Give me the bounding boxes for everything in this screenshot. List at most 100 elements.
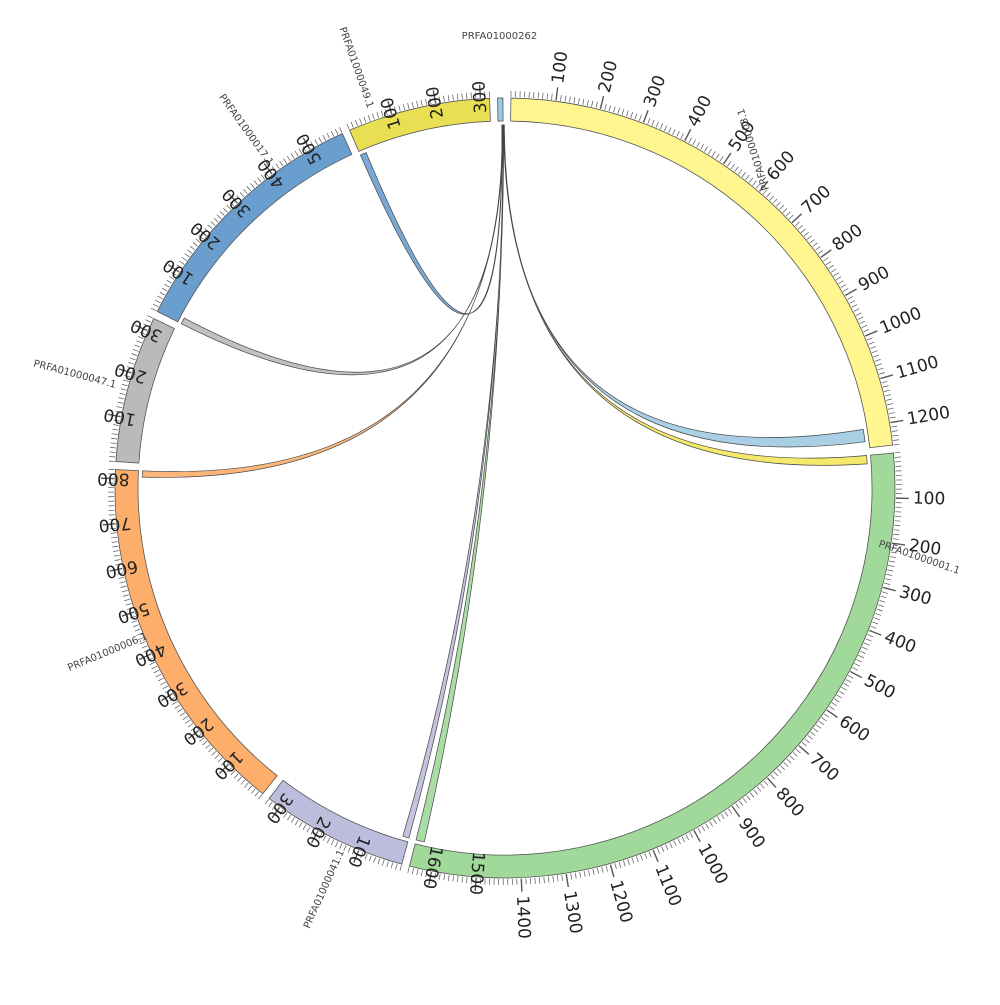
minor-tick — [673, 129, 676, 134]
minor-tick — [448, 875, 449, 881]
minor-tick — [761, 784, 765, 789]
minor-tick — [548, 877, 549, 883]
minor-tick — [130, 358, 136, 360]
sequence-label-PRFA01000262: PRFA01000262 — [462, 31, 538, 42]
tick-label: 700 — [798, 182, 835, 219]
minor-tick — [891, 426, 897, 427]
minor-tick — [813, 243, 818, 247]
minor-tick — [374, 857, 376, 863]
minor-tick — [713, 819, 716, 824]
minor-tick — [844, 683, 849, 686]
tick-label: 800 — [97, 468, 130, 489]
minor-tick — [131, 354, 137, 356]
major-tick — [694, 830, 700, 841]
minor-tick — [368, 115, 370, 121]
minor-tick — [810, 239, 815, 243]
minor-tick — [867, 635, 873, 637]
minor-tick — [124, 599, 130, 601]
minor-tick — [400, 865, 402, 871]
minor-tick — [808, 735, 813, 739]
minor-tick — [677, 131, 680, 136]
minor-tick — [593, 869, 594, 875]
minor-tick — [875, 613, 881, 615]
minor-tick — [702, 826, 705, 831]
minor-tick — [888, 408, 894, 409]
minor-tick — [783, 209, 787, 213]
link-PRFA01000262-PRFA01000003.1 — [504, 125, 865, 447]
minor-tick — [119, 393, 125, 394]
minor-tick — [784, 762, 788, 766]
minor-tick — [754, 790, 758, 795]
minor-tick — [183, 716, 188, 720]
minor-tick — [856, 313, 861, 316]
minor-tick — [417, 869, 418, 875]
minor-tick — [613, 107, 615, 113]
minor-tick — [661, 846, 663, 851]
minor-tick — [177, 709, 182, 712]
minor-tick — [120, 582, 126, 583]
minor-tick — [153, 304, 158, 307]
minor-tick — [147, 316, 152, 319]
minor-tick — [378, 858, 380, 864]
minor-tick — [796, 749, 800, 753]
sequence-label-PRFA01000041.1: PRFA01000041.1 — [302, 848, 347, 930]
minor-tick — [841, 285, 846, 288]
minor-tick — [344, 845, 346, 850]
minor-tick — [736, 804, 740, 809]
minor-tick — [462, 93, 463, 99]
minor-tick — [639, 115, 641, 121]
minor-tick — [716, 154, 719, 159]
minor-tick — [837, 695, 842, 698]
tick-label: 1100 — [650, 862, 685, 910]
minor-tick — [725, 811, 728, 816]
minor-tick — [710, 821, 713, 826]
major-tick — [880, 375, 892, 379]
minor-tick — [335, 129, 338, 134]
segment-PRFA01000017.1 — [157, 134, 352, 322]
minor-tick — [295, 820, 298, 825]
minor-tick — [457, 94, 458, 100]
minor-tick — [538, 92, 539, 98]
minor-tick — [664, 125, 666, 130]
minor-tick — [396, 864, 398, 870]
minor-tick — [135, 345, 141, 347]
minor-tick — [887, 404, 893, 405]
tick-label: 1000 — [877, 303, 925, 338]
minor-tick — [666, 844, 668, 849]
minor-tick — [727, 161, 730, 166]
minor-tick — [811, 732, 816, 736]
tick-label: 1300 — [559, 889, 586, 935]
minor-tick — [544, 877, 545, 883]
minor-tick — [351, 122, 353, 128]
minor-tick — [258, 178, 262, 183]
minor-tick — [795, 222, 799, 226]
minor-tick — [117, 402, 123, 403]
major-tick — [792, 214, 802, 223]
minor-tick — [805, 739, 810, 743]
tick-label: 300 — [128, 314, 166, 345]
minor-tick — [869, 342, 875, 344]
minor-tick — [648, 118, 650, 124]
minor-tick — [562, 875, 563, 881]
minor-tick — [369, 855, 371, 861]
minor-tick — [154, 670, 159, 673]
minor-tick — [807, 236, 812, 240]
minor-tick — [852, 667, 857, 670]
minor-tick — [877, 609, 883, 611]
minor-tick — [631, 112, 633, 118]
minor-tick — [689, 138, 692, 143]
minor-tick — [552, 94, 553, 100]
minor-tick — [408, 103, 409, 109]
minor-tick — [453, 876, 454, 882]
minor-tick — [255, 792, 259, 797]
minor-tick — [584, 871, 585, 877]
tick-label: 600 — [835, 712, 873, 747]
minor-tick — [822, 717, 827, 721]
minor-tick — [813, 728, 818, 732]
major-tick — [767, 778, 776, 788]
minor-tick — [212, 751, 216, 755]
minor-tick — [742, 172, 746, 177]
minor-tick — [873, 355, 879, 357]
minor-tick — [403, 104, 405, 110]
